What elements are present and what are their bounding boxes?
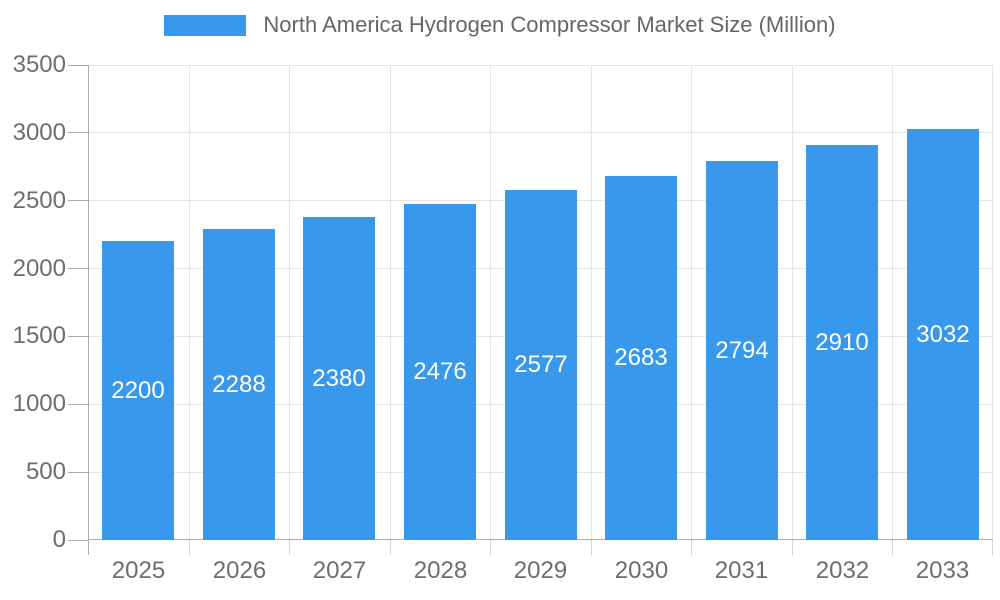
gridline-vertical <box>289 65 290 540</box>
bar-2033[interactable]: 3032 <box>907 129 979 540</box>
y-axis-label: 3500 <box>12 51 66 78</box>
x-axis-label: 2026 <box>212 557 267 584</box>
bar-value-label: 2794 <box>715 336 769 364</box>
bar-value-label: 2683 <box>614 344 668 371</box>
y-axis-label: 0 <box>52 526 66 553</box>
bar-value-label: 2380 <box>312 364 366 392</box>
x-axis-label: 2028 <box>413 557 468 584</box>
x-axis-label: 2031 <box>714 557 769 584</box>
gridline-vertical <box>691 65 692 540</box>
y-axis-label: 2500 <box>12 186 66 214</box>
x-tick-mark <box>591 540 592 555</box>
y-axis-label: 3000 <box>12 118 66 146</box>
x-tick-mark <box>390 540 391 555</box>
bar-value-label: 2577 <box>514 351 568 378</box>
bar-2031[interactable]: 2794 <box>706 161 778 540</box>
bar-value-label: 2476 <box>413 358 467 385</box>
bar-2029[interactable]: 2577 <box>505 190 577 540</box>
plot-area: 0 500 1000 1500 2000 2500 3000 3500 2200 2025 2288… <box>13 51 993 584</box>
gridline-vertical <box>490 65 491 540</box>
gridline-vertical <box>189 65 190 540</box>
y-axis-line <box>88 65 89 555</box>
y-tick-mark <box>68 539 88 541</box>
x-tick-mark <box>490 540 491 555</box>
x-axis-label: 2033 <box>915 557 970 584</box>
bar-2028[interactable]: 2476 <box>404 204 476 540</box>
bar-2032[interactable]: 2910 <box>806 145 878 540</box>
legend: North America Hydrogen Compressor Market… <box>0 12 1000 38</box>
gridline-horizontal <box>88 132 993 134</box>
x-axis-label: 2029 <box>513 557 568 584</box>
y-axis-label: 1500 <box>12 322 66 350</box>
y-tick-mark <box>68 132 88 134</box>
y-tick-mark <box>68 335 88 337</box>
bar-value-label: 2910 <box>815 328 869 356</box>
bar-2027[interactable]: 2380 <box>303 217 375 540</box>
gridline-vertical <box>892 65 893 540</box>
y-axis-label: 1000 <box>12 390 66 418</box>
gridline-vertical <box>792 65 793 540</box>
y-tick-mark <box>68 268 88 270</box>
x-axis-label: 2027 <box>312 557 367 584</box>
gridline-horizontal <box>88 64 993 66</box>
gridline-vertical <box>992 65 993 540</box>
gridline-vertical <box>591 65 592 540</box>
x-tick-mark <box>892 540 893 555</box>
x-tick-mark <box>792 540 793 555</box>
gridline-vertical <box>390 65 391 540</box>
x-axis-label: 2025 <box>111 557 166 584</box>
y-axis-label: 2000 <box>12 254 66 282</box>
bar-value-label: 2200 <box>111 376 165 404</box>
legend-item[interactable]: North America Hydrogen Compressor Market… <box>164 12 836 38</box>
bar-value-label: 2288 <box>212 370 266 398</box>
bar-2030[interactable]: 2683 <box>605 176 677 540</box>
bar-value-label: 3032 <box>916 320 970 348</box>
x-tick-mark <box>992 540 993 555</box>
x-axis-label: 2030 <box>614 557 669 584</box>
bar-2026[interactable]: 2288 <box>203 229 275 540</box>
y-tick-mark <box>68 403 88 405</box>
legend-swatch <box>164 14 247 36</box>
y-tick-mark <box>68 64 88 66</box>
y-tick-mark <box>68 200 88 202</box>
y-axis-label: 500 <box>25 458 66 486</box>
x-tick-mark <box>189 540 190 555</box>
x-axis-label: 2032 <box>815 557 870 584</box>
x-tick-mark <box>289 540 290 555</box>
y-tick-mark <box>68 471 88 473</box>
bar-2025[interactable]: 2200 <box>102 241 174 540</box>
x-tick-mark <box>691 540 692 555</box>
legend-label: North America Hydrogen Compressor Market… <box>263 12 836 37</box>
